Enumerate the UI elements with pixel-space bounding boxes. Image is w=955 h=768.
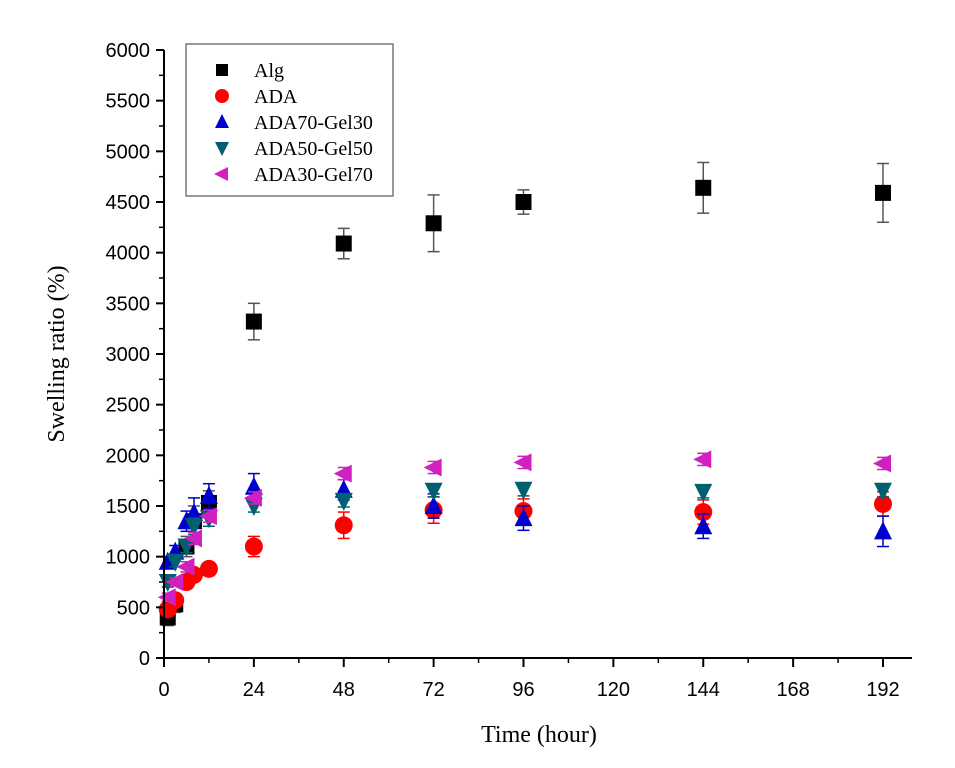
x-tick-label: 144 [687,679,720,701]
data-point [244,537,263,556]
plot-area [157,161,892,627]
y-axis-title: Swelling ratio (%) [44,265,70,442]
data-point [694,483,713,502]
series-alg [159,161,891,627]
x-tick-label: 0 [158,679,169,701]
y-tick-label: 5000 [106,141,151,163]
data-point [693,450,712,469]
y-tick-label: 0 [139,648,150,670]
data-point [513,453,532,472]
y-tick-label: 3000 [106,344,151,366]
data-point [165,573,184,591]
data-point [694,503,713,522]
data-point [695,179,712,196]
data-point [694,516,713,535]
legend-marker-circle [215,89,229,103]
legend-marker-square [216,64,228,76]
y-tick-label: 1000 [106,547,151,569]
x-tick-label: 168 [776,679,809,701]
data-point [874,521,892,540]
x-tick-label: 48 [333,679,355,701]
data-point [875,184,891,201]
y-tick-label: 4000 [106,243,151,265]
data-point [198,507,217,526]
x-tick-label: 24 [243,679,265,701]
legend-label: ADA [254,86,298,108]
data-point [334,516,353,535]
legend-marker-triangle-left [214,167,228,181]
data-point [335,235,352,252]
data-point [425,215,442,232]
data-point [183,529,202,548]
x-tick-label: 120 [597,679,630,701]
data-point [424,482,443,501]
y-tick-label: 2500 [106,395,151,417]
legend-item: ADA30-Gel70 [214,164,373,186]
data-point [873,454,891,473]
y-tick-label: 5500 [106,91,151,113]
legend-marker-triangle-up [215,114,229,128]
legend-label: Alg [254,60,284,82]
legend-marker-triangle-down [215,142,229,156]
data-point [184,503,203,522]
series-ada70-gel30 [158,472,892,570]
y-tick-label: 3500 [106,293,151,315]
y-tick-label: 2000 [106,445,151,467]
data-point [874,494,892,513]
y-tick-label: 500 [117,597,150,619]
data-point [184,518,203,537]
series-ada50-gel50 [158,481,892,592]
data-point [245,313,262,330]
data-point [514,508,533,527]
data-point [199,485,218,504]
x-tick-label: 96 [512,679,534,701]
legend-item: ADA70-Gel30 [215,112,373,134]
legend-item: ADA50-Gel50 [215,138,373,160]
y-tick-label: 1500 [106,496,151,518]
x-tick-label: 72 [423,679,445,701]
data-point [244,476,263,495]
data-point [243,488,262,507]
y-tick-label: 4500 [106,192,151,214]
data-point [176,557,195,576]
legend-item: ADA [215,86,298,108]
legend: Alg ADA ADA70-Gel30 ADA50-Gel50 ADA30-Gel70 [185,43,394,197]
data-point [334,492,353,511]
data-point [177,538,196,557]
legend-item: Alg [216,60,284,82]
y-tick-label: 6000 [106,40,151,62]
data-point [333,464,352,483]
legend-label: ADA30-Gel70 [254,164,373,186]
x-axis-title: Time (hour) [481,722,597,748]
data-point [424,496,443,514]
data-point [515,194,532,210]
legend-label: ADA70-Gel30 [254,112,373,134]
series-ada30-gel70 [157,450,891,607]
data-point [423,458,442,477]
axes: 0 500 1000 1500 2000 2500 3000 3500 4000 4500 5000… [106,40,912,701]
x-tick-label: 192 [866,679,899,701]
data-point [874,482,892,501]
series-ada [158,491,892,619]
legend-label: ADA50-Gel50 [254,138,373,160]
data-point [199,559,218,578]
data-point [514,481,533,500]
data-point [166,553,185,572]
data-point [157,588,176,607]
